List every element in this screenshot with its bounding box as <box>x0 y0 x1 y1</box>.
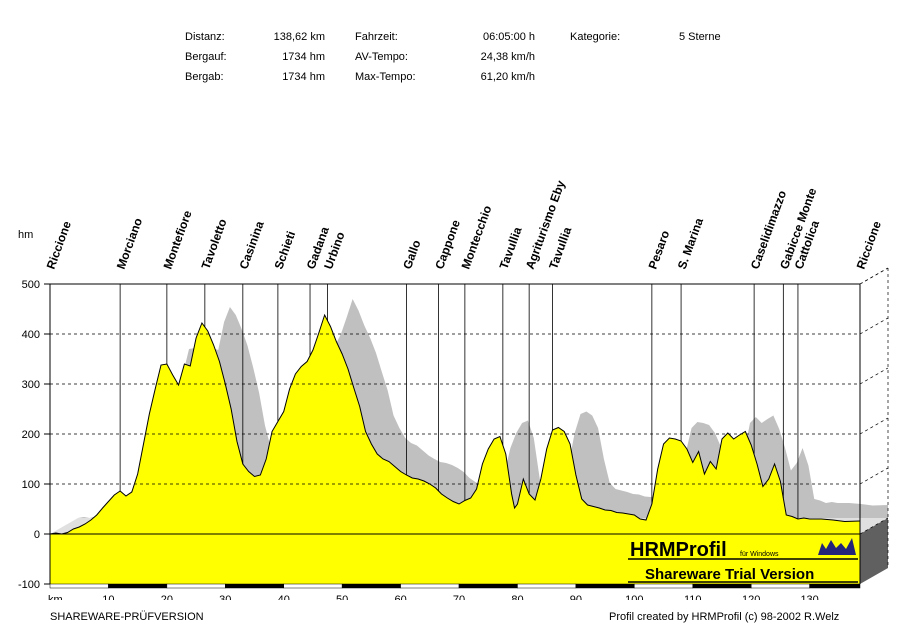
avtempo-value: 24,38 km/h <box>480 51 535 63</box>
waypoint-label: Cappone <box>432 218 463 271</box>
scale-block <box>458 583 518 589</box>
bergab-label: Bergab: <box>185 71 224 83</box>
x-tick-label: 50 <box>336 594 348 600</box>
elevation-profile-chart: -100 0 100 200 300 400 500 hm 10 20 30 40 50 60 70 80 90… <box>18 178 889 600</box>
distanz-value: 138,62 km <box>273 31 325 43</box>
scale-block <box>341 583 401 589</box>
waypoint-label: Tavullia <box>546 225 574 271</box>
gridline-y-depth <box>859 317 889 335</box>
y-tick-label: 0 <box>34 529 40 541</box>
fahrzeit-value: 06:05:00 h <box>483 31 535 43</box>
scale-block <box>400 583 460 589</box>
avtempo-label: AV-Tempo: <box>355 51 408 63</box>
waypoint-label: S. Marina <box>675 216 707 271</box>
kategorie-label: Kategorie: <box>570 31 621 43</box>
scale-block <box>692 583 752 589</box>
scale-block <box>809 583 861 589</box>
x-tick-label: 10 <box>102 594 114 600</box>
base-side-face <box>860 518 888 584</box>
bergauf-label: Bergauf: <box>185 51 227 63</box>
waypoint-label: Morciano <box>114 216 145 271</box>
distanz-label: Distanz: <box>185 31 225 43</box>
scale-block <box>49 583 109 589</box>
scale-block <box>634 583 694 589</box>
x-tick-label: 30 <box>219 594 231 600</box>
bergauf-value: 1734 hm <box>282 51 325 63</box>
waypoint-label: Riccione <box>44 219 74 271</box>
scale-block <box>517 583 577 589</box>
scale-block <box>108 583 168 589</box>
scale-block <box>225 583 284 589</box>
gridline-y-depth <box>859 467 889 485</box>
depth-top <box>859 267 889 285</box>
waypoint-label: Montecchio <box>459 204 495 271</box>
logo-mountains-icon <box>818 538 856 555</box>
maxtempo-value: 61,20 km/h <box>480 71 535 83</box>
x-tick-label: 20 <box>161 594 173 600</box>
gridline-y-depth <box>859 367 889 385</box>
x-axis-label: km <box>48 594 63 600</box>
shareware-notice: SHAREWARE-PRÜFVERSION <box>50 611 204 623</box>
x-tick-label: 110 <box>684 594 702 600</box>
waypoint-label: Gallo <box>400 238 423 271</box>
y-tick-label: 400 <box>22 329 40 341</box>
waypoint-label: Casinina <box>236 219 266 271</box>
scale-block <box>283 583 343 589</box>
x-tick-label: 60 <box>394 594 406 600</box>
y-axis-label: hm <box>18 229 33 241</box>
profile-outline <box>49 313 861 535</box>
x-tick-label: 90 <box>570 594 582 600</box>
waypoint-label: Montefiore <box>161 208 195 271</box>
x-tick-label: 80 <box>511 594 523 600</box>
bergab-value: 1734 hm <box>282 71 325 83</box>
gridline-y-depth <box>859 417 889 435</box>
y-tick-label: 500 <box>22 279 40 291</box>
y-tick-label: -100 <box>18 579 40 591</box>
y-tick-label: 200 <box>22 429 40 441</box>
maxtempo-label: Max-Tempo: <box>355 71 416 83</box>
waypoint-label: Schieti <box>272 229 299 271</box>
x-tick-label: 130 <box>800 594 818 600</box>
scale-block <box>166 583 226 589</box>
fahrzeit-label: Fahrzeit: <box>355 31 398 43</box>
x-tick-label: 120 <box>742 594 760 600</box>
x-tick-label: 70 <box>453 594 465 600</box>
logo-title: HRMProfil <box>630 539 727 561</box>
scale-block <box>575 583 635 589</box>
scale-block <box>750 583 810 589</box>
waypoint-label: Pesaro <box>646 229 673 271</box>
waypoint-label: Tavoletto <box>199 217 230 271</box>
x-tick-label: 40 <box>278 594 290 600</box>
logo-subtitle: für Windows <box>740 551 779 558</box>
x-tick-label: 100 <box>625 594 643 600</box>
copyright-notice: Profil created by HRMProfil (c) 98-2002 … <box>609 611 840 623</box>
profile-area <box>50 315 860 584</box>
y-tick-label: 300 <box>22 379 40 391</box>
waypoint-label: Riccione <box>854 219 884 271</box>
gridline-y-depth <box>859 517 889 535</box>
y-tick-label: 100 <box>22 479 40 491</box>
waypoint-label: Tavullia <box>497 225 525 271</box>
kategorie-value: 5 Sterne <box>679 31 721 43</box>
trial-version-label: Shareware Trial Version <box>645 566 814 583</box>
